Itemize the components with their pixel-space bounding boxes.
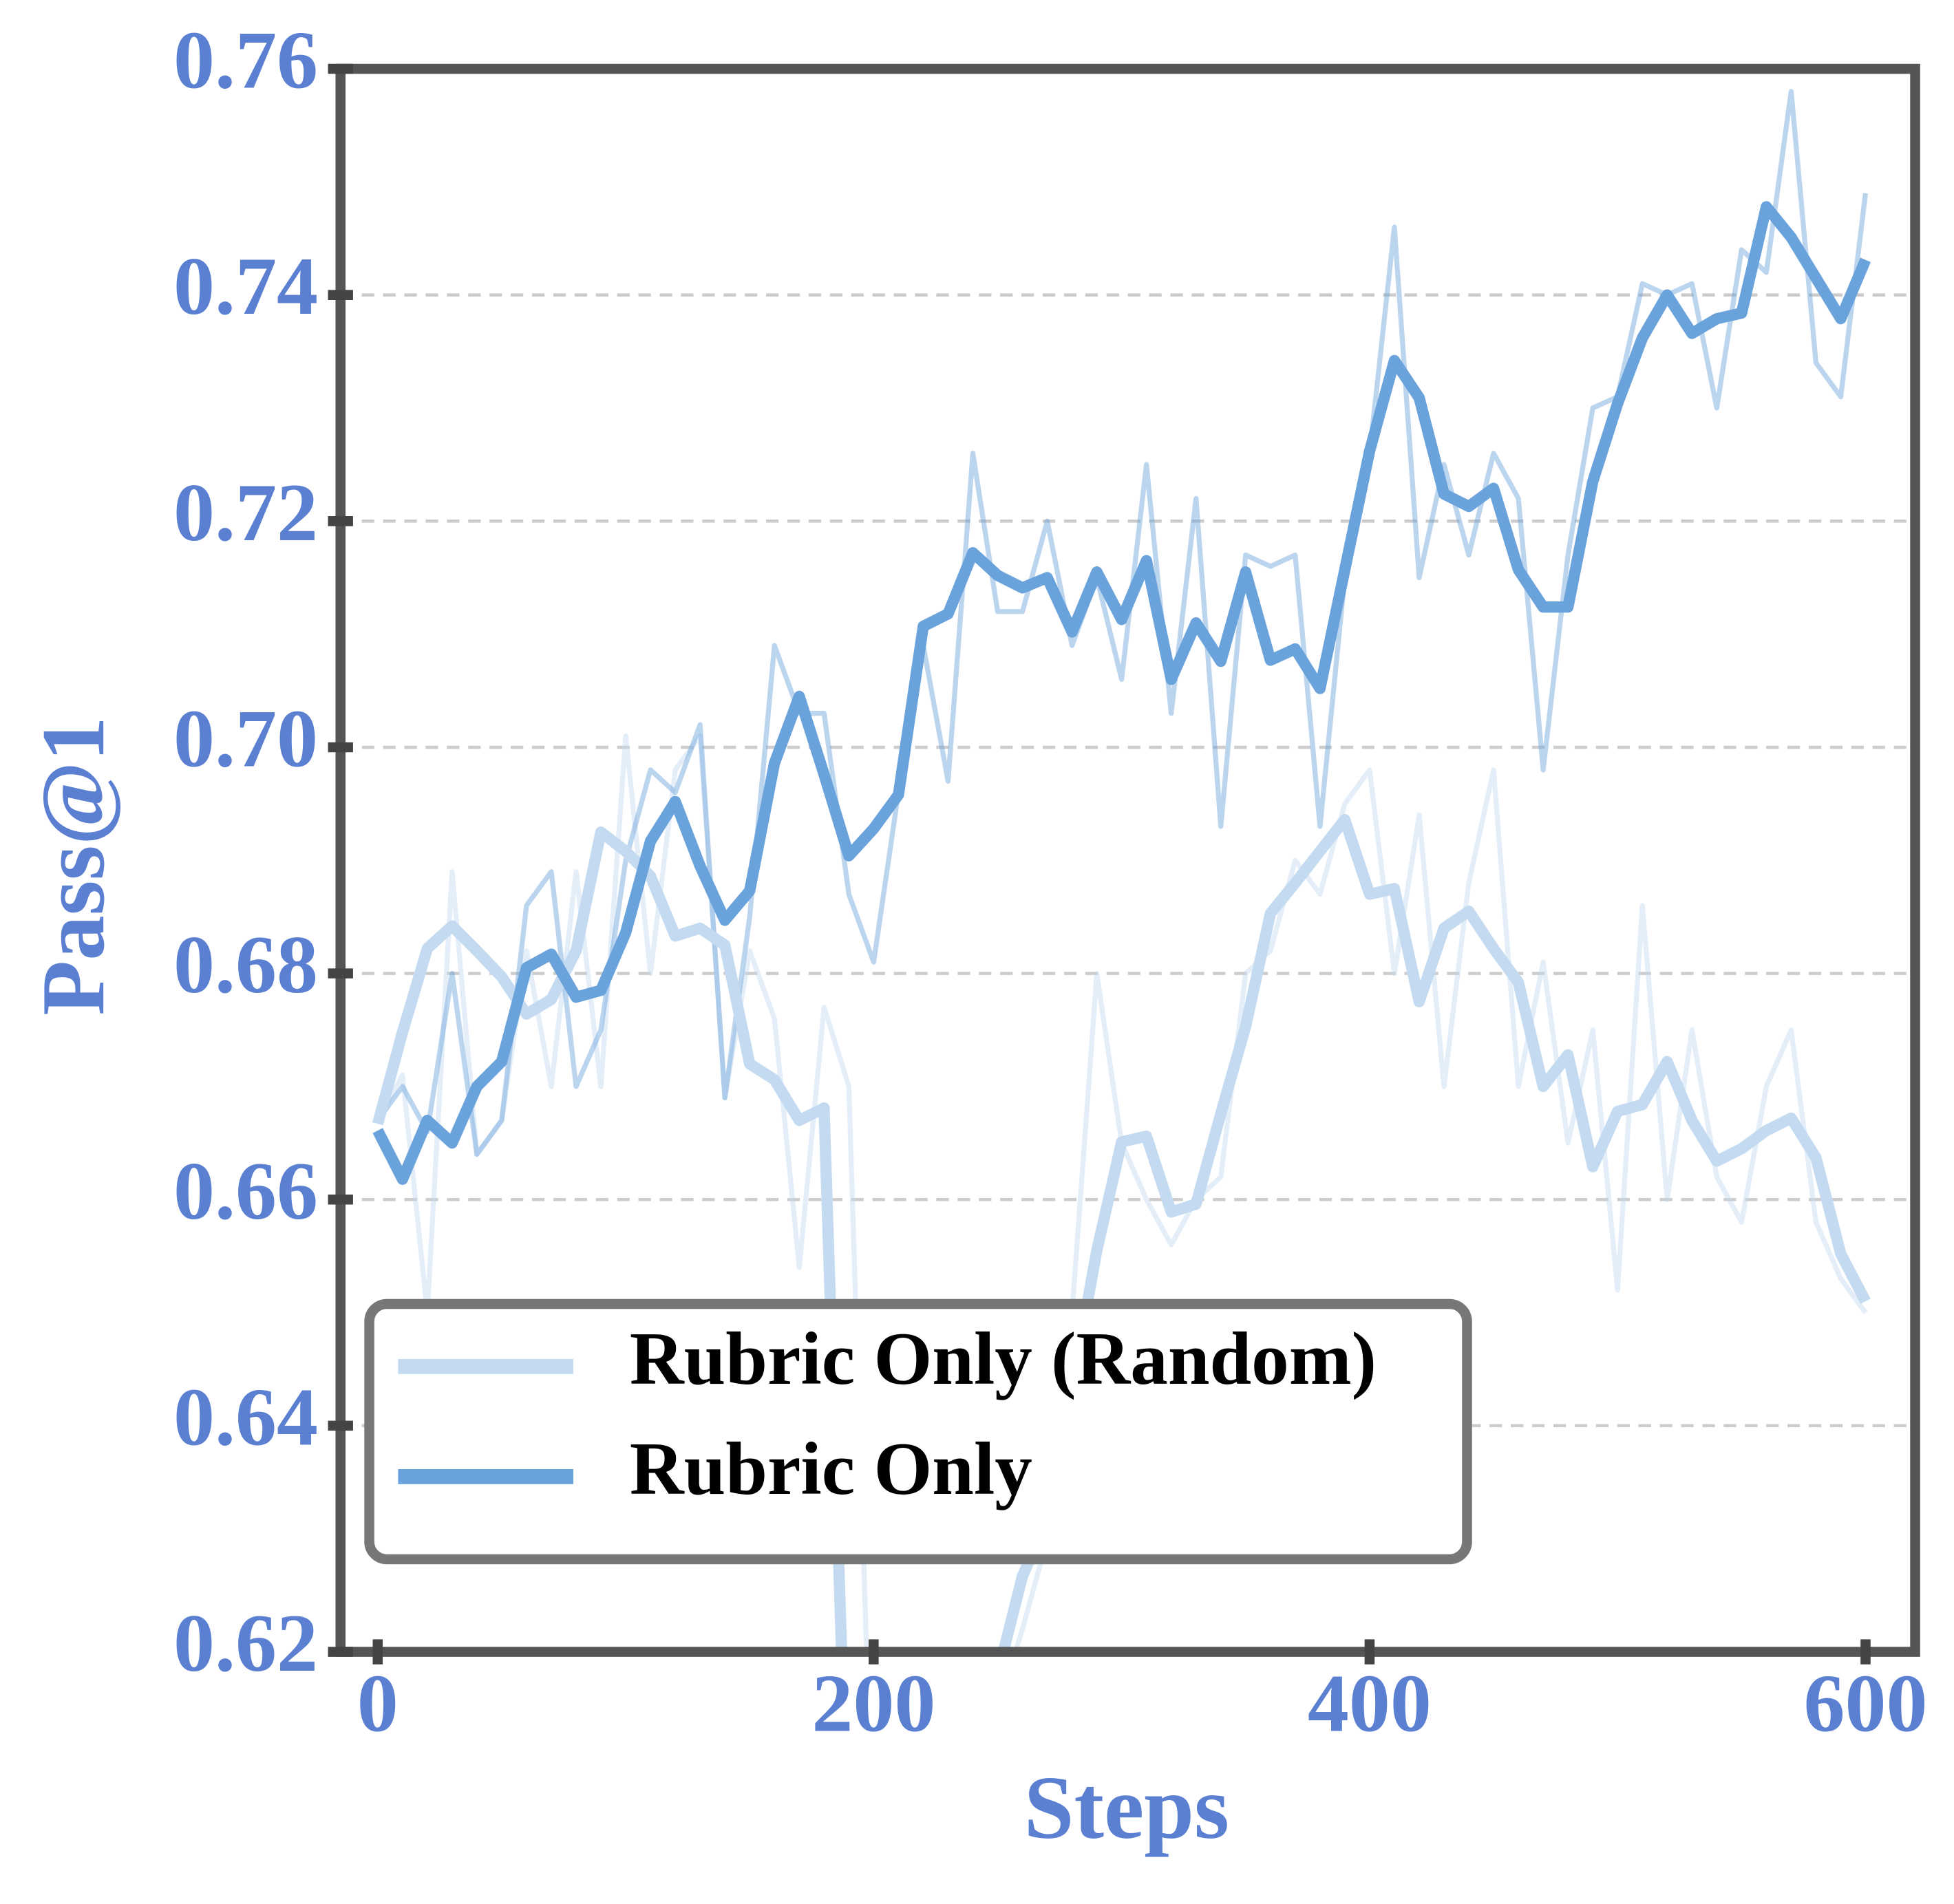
x-tick-label: 400 — [1308, 1657, 1432, 1748]
y-axis-label: Pass@1 — [23, 716, 123, 1016]
y-tick-label: 0.70 — [173, 693, 318, 784]
x-tick-label: 0 — [357, 1657, 399, 1748]
plot-frame — [335, 63, 1920, 1657]
y-tick-label: 0.76 — [173, 14, 318, 106]
smoothed-line — [372, 201, 1871, 1185]
legend-box — [364, 1298, 1472, 1565]
x-tick-label: 600 — [1803, 1657, 1927, 1748]
legend-label: Rubric Only (Random) — [630, 1317, 1377, 1400]
y-tick-label: 0.74 — [173, 240, 318, 332]
y-tick-label: 0.72 — [173, 467, 318, 558]
y-tick-label: 0.66 — [173, 1145, 318, 1237]
smoothed-line — [372, 813, 1871, 1652]
y-tick-label: 0.68 — [173, 919, 318, 1010]
y-tick-label: 0.64 — [173, 1371, 318, 1462]
y-tick-label: 0.62 — [173, 1597, 318, 1689]
ticks: 0.62 0.64 0.66 0.68 0.70 0.72 0.74 0.76 0 200 400 6… — [173, 14, 1928, 1749]
legend: Rubric Only (Random) Rubric Only — [364, 1298, 1472, 1565]
x-axis-label: Steps — [1024, 1758, 1229, 1858]
x-tick-label: 200 — [811, 1657, 935, 1748]
legend-label: Rubric Only — [630, 1427, 1032, 1510]
plot-lines — [372, 89, 1871, 1652]
